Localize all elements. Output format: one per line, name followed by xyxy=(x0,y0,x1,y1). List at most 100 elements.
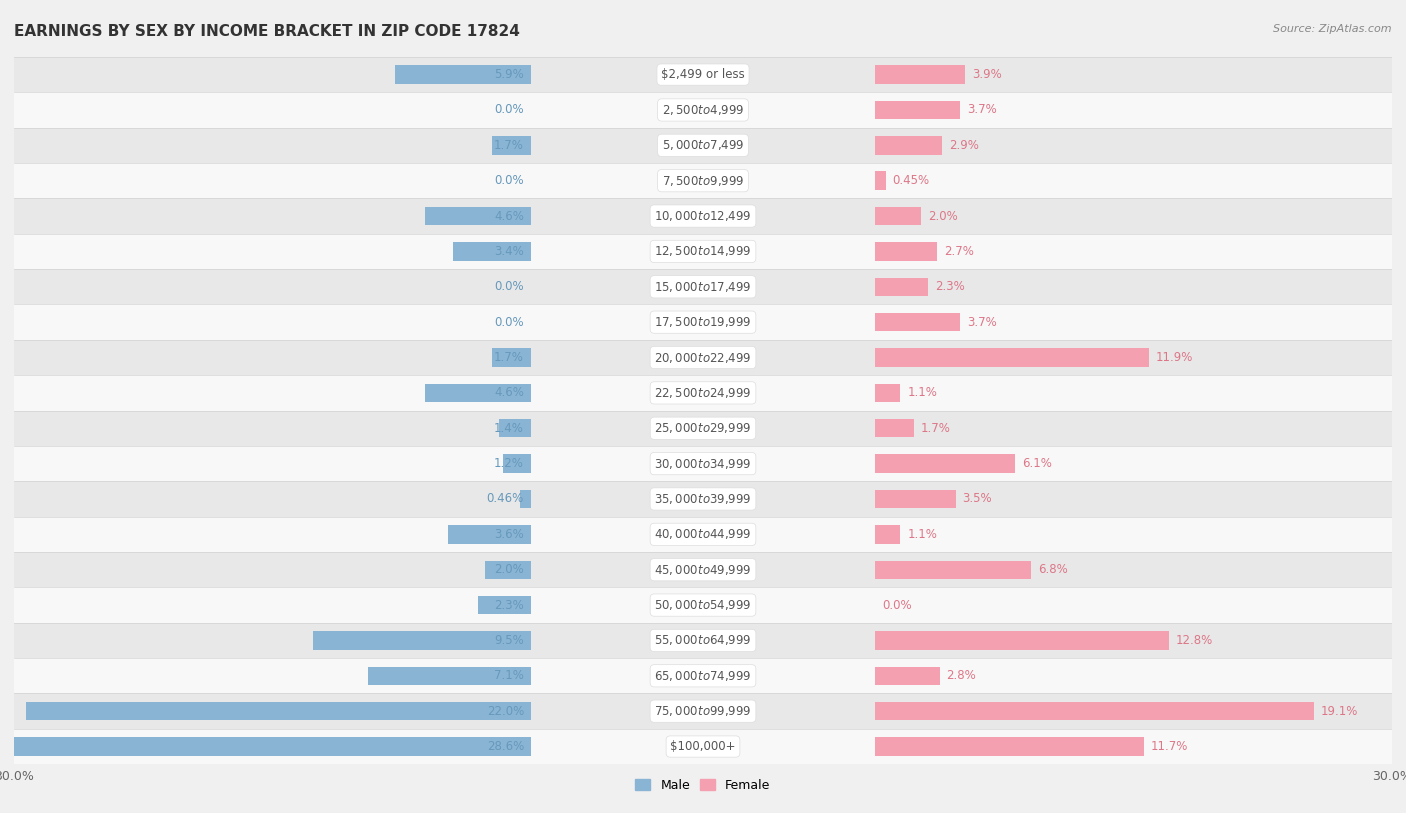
Bar xyxy=(0,737,531,756)
Bar xyxy=(875,702,1313,720)
Text: 0.0%: 0.0% xyxy=(495,315,524,328)
Bar xyxy=(14,517,1392,552)
Text: 1.7%: 1.7% xyxy=(494,351,524,364)
Text: $2,499 or less: $2,499 or less xyxy=(661,68,745,81)
Text: $100,000+: $100,000+ xyxy=(671,740,735,753)
Bar xyxy=(425,207,531,225)
Text: $5,000 to $7,499: $5,000 to $7,499 xyxy=(662,138,744,152)
Bar xyxy=(875,489,956,508)
Text: 4.6%: 4.6% xyxy=(494,210,524,223)
Bar xyxy=(875,277,928,296)
Text: 12.8%: 12.8% xyxy=(1175,634,1213,647)
Bar xyxy=(875,737,1144,756)
Bar xyxy=(875,454,1015,473)
Bar xyxy=(425,384,531,402)
Text: 9.5%: 9.5% xyxy=(494,634,524,647)
Bar xyxy=(14,57,1392,92)
Text: $55,000 to $64,999: $55,000 to $64,999 xyxy=(654,633,752,647)
Bar xyxy=(14,623,1392,659)
Text: 2.8%: 2.8% xyxy=(946,669,976,682)
Bar xyxy=(499,419,531,437)
Bar xyxy=(492,348,531,367)
Text: 0.0%: 0.0% xyxy=(495,280,524,293)
Text: 2.3%: 2.3% xyxy=(494,598,524,611)
Bar xyxy=(14,693,1392,729)
Bar xyxy=(503,454,531,473)
Text: 0.0%: 0.0% xyxy=(495,103,524,116)
Text: 11.9%: 11.9% xyxy=(1156,351,1192,364)
Bar xyxy=(14,376,1392,411)
Text: 11.7%: 11.7% xyxy=(1152,740,1188,753)
Text: 22.0%: 22.0% xyxy=(486,705,524,718)
Bar xyxy=(875,136,942,154)
Bar xyxy=(875,419,914,437)
Text: $12,500 to $14,999: $12,500 to $14,999 xyxy=(654,245,752,259)
Bar xyxy=(485,560,531,579)
Bar xyxy=(14,729,1392,764)
Bar xyxy=(14,304,1392,340)
Bar xyxy=(14,481,1392,517)
Text: 1.4%: 1.4% xyxy=(494,422,524,435)
Text: 3.7%: 3.7% xyxy=(967,315,997,328)
Text: $45,000 to $49,999: $45,000 to $49,999 xyxy=(654,563,752,576)
Bar xyxy=(875,172,886,190)
Bar xyxy=(875,631,1170,650)
Text: 3.4%: 3.4% xyxy=(494,245,524,258)
Bar xyxy=(14,92,1392,128)
Text: $7,500 to $9,999: $7,500 to $9,999 xyxy=(662,174,744,188)
Text: 4.6%: 4.6% xyxy=(494,386,524,399)
Text: $30,000 to $34,999: $30,000 to $34,999 xyxy=(654,457,752,471)
Bar xyxy=(492,136,531,154)
Text: 6.1%: 6.1% xyxy=(1022,457,1052,470)
Bar xyxy=(368,667,531,685)
Bar xyxy=(875,384,900,402)
Bar xyxy=(875,525,900,544)
Bar xyxy=(395,65,531,84)
Text: 19.1%: 19.1% xyxy=(1320,705,1358,718)
Text: 3.5%: 3.5% xyxy=(963,493,993,506)
Text: $40,000 to $44,999: $40,000 to $44,999 xyxy=(654,528,752,541)
Text: 1.1%: 1.1% xyxy=(907,528,938,541)
Bar xyxy=(520,489,531,508)
Text: 2.7%: 2.7% xyxy=(945,245,974,258)
Text: 0.0%: 0.0% xyxy=(882,598,911,611)
Text: $75,000 to $99,999: $75,000 to $99,999 xyxy=(654,704,752,718)
Text: $50,000 to $54,999: $50,000 to $54,999 xyxy=(654,598,752,612)
Bar xyxy=(875,667,939,685)
Bar xyxy=(14,446,1392,481)
Text: 0.46%: 0.46% xyxy=(486,493,524,506)
Text: 3.9%: 3.9% xyxy=(972,68,1001,81)
Bar xyxy=(875,101,960,120)
Bar xyxy=(14,198,1392,234)
Bar xyxy=(14,269,1392,304)
Text: 1.7%: 1.7% xyxy=(921,422,950,435)
Text: $22,500 to $24,999: $22,500 to $24,999 xyxy=(654,386,752,400)
Text: 2.9%: 2.9% xyxy=(949,139,979,152)
Text: 7.1%: 7.1% xyxy=(494,669,524,682)
Text: 0.45%: 0.45% xyxy=(893,174,929,187)
Text: $2,500 to $4,999: $2,500 to $4,999 xyxy=(662,103,744,117)
Text: 1.2%: 1.2% xyxy=(494,457,524,470)
Text: 1.1%: 1.1% xyxy=(907,386,938,399)
Text: $35,000 to $39,999: $35,000 to $39,999 xyxy=(654,492,752,506)
Bar xyxy=(14,163,1392,198)
Text: Source: ZipAtlas.com: Source: ZipAtlas.com xyxy=(1274,24,1392,34)
Legend: Male, Female: Male, Female xyxy=(630,774,776,797)
Bar xyxy=(14,659,1392,693)
Bar xyxy=(14,411,1392,446)
Text: $25,000 to $29,999: $25,000 to $29,999 xyxy=(654,421,752,435)
Text: $15,000 to $17,499: $15,000 to $17,499 xyxy=(654,280,752,293)
Bar xyxy=(14,128,1392,163)
Text: 3.6%: 3.6% xyxy=(494,528,524,541)
Bar xyxy=(14,233,1392,269)
Text: 6.8%: 6.8% xyxy=(1038,563,1069,576)
Text: $20,000 to $22,499: $20,000 to $22,499 xyxy=(654,350,752,364)
Text: $10,000 to $12,499: $10,000 to $12,499 xyxy=(654,209,752,223)
Bar xyxy=(453,242,531,261)
Bar xyxy=(25,702,531,720)
Text: $17,500 to $19,999: $17,500 to $19,999 xyxy=(654,315,752,329)
Bar xyxy=(875,242,938,261)
Text: 1.7%: 1.7% xyxy=(494,139,524,152)
Bar xyxy=(14,587,1392,623)
Bar xyxy=(875,207,921,225)
